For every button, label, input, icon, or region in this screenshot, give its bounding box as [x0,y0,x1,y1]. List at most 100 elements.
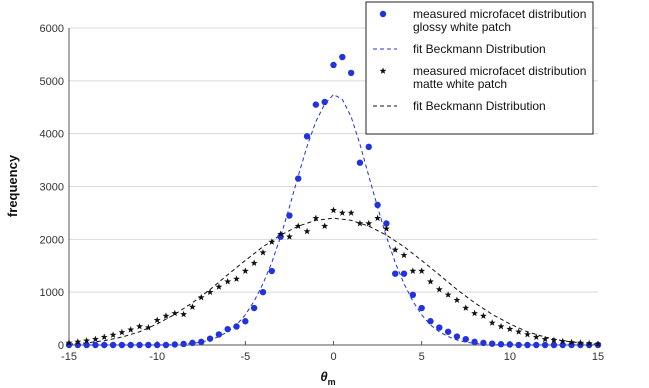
data-point [127,341,134,349]
data-point [409,291,417,299]
y-tick-label: 5000 [40,76,64,88]
legend-label: fit Beckmann Distribution [413,99,546,113]
x-tick-label: 15 [592,351,604,363]
data-point [392,270,399,277]
data-point [312,101,320,108]
data-point [136,322,143,330]
data-point [250,259,258,267]
data-point [127,326,135,333]
data-point [400,251,408,259]
data-point [224,278,232,285]
data-point [189,303,196,310]
legend-circle-marker [379,10,387,18]
legend: measured microfacet distribution glossy w… [365,1,594,135]
data-point [471,338,478,346]
data-point [550,336,558,344]
legend-label: fit Beckmann Distribution [413,42,546,56]
data-point [268,267,275,275]
data-point [480,339,487,347]
data-point [444,291,452,298]
data-point [303,133,311,140]
data-point [400,270,408,277]
data-point [153,316,161,324]
y-tick-label: 1000 [40,287,64,299]
data-point [118,341,126,349]
data-point [418,304,425,312]
data-point [215,283,223,290]
data-point [435,285,443,293]
data-point [576,339,584,346]
x-tick-label: -10 [149,351,165,363]
data-point [259,248,267,256]
legend-label: glossy white patch [413,20,511,34]
data-point [118,328,126,336]
data-point [285,233,293,240]
data-point [427,318,434,325]
data-point [189,339,196,347]
data-point [541,341,549,349]
x-tick-label: 10 [504,351,516,363]
data-point [339,53,346,61]
data-point [83,341,90,349]
data-point [242,318,249,325]
data-point [83,337,91,344]
data-point [559,337,567,345]
data-point [532,333,540,340]
data-point [92,335,99,343]
data-point [109,341,117,349]
data-point [321,98,328,106]
data-point [347,69,355,77]
y-tick-label: 0 [58,340,64,352]
data-point [568,338,575,346]
data-point [541,335,549,343]
data-point [198,338,205,346]
data-point [171,341,178,348]
data-point [303,227,311,235]
data-point [427,278,434,285]
data-point [497,341,505,348]
x-tick-label: -15 [61,351,77,363]
data-point [277,233,284,240]
data-point [436,324,443,331]
data-point [153,341,161,349]
legend-box [365,1,594,135]
data-point [585,339,593,347]
y-tick-label: 4000 [40,129,64,141]
data-point [550,341,558,349]
data-point [65,339,73,346]
data-point [347,209,355,216]
y-tick-label: 6000 [40,23,64,35]
legend-label: measured microfacet distribution [413,64,586,78]
data-point [92,341,99,349]
grid-lines [69,27,598,293]
data-point [568,341,575,349]
data-point [506,325,514,333]
x-axis-label: θm [320,369,335,387]
data-point [489,340,496,347]
data-point [145,341,152,349]
data-point [330,206,337,214]
data-point [268,238,276,245]
data-point [515,341,522,349]
x-tick-label: 5 [419,351,425,363]
data-point [382,225,390,232]
data-point [453,333,461,340]
data-point [233,323,240,330]
data-point [479,312,487,319]
data-point [391,246,399,253]
y-tick-label: 2000 [40,234,64,246]
data-point [444,328,452,335]
data-point [294,222,302,230]
tick-labels: 0 1000 2000 3000 4000 5000 6000 -15 -10 -5 0 5 10 15 [40,23,605,363]
data-point [259,288,267,296]
data-point [330,61,337,69]
data-point [577,341,584,349]
data-point [250,304,258,312]
x-tick-label: 0 [330,351,336,363]
data-point [171,309,179,317]
series-line [68,217,599,345]
data-point [241,267,249,274]
y-axis-label: frequency [5,154,20,217]
data-point [162,341,170,349]
